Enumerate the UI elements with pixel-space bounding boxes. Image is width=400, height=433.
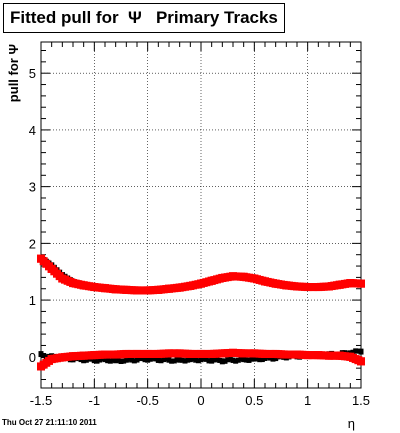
x-axis-label: η: [348, 416, 355, 431]
data-marker-mean: [179, 357, 185, 363]
data-marker-mean: [206, 358, 212, 364]
data-marker-mean: [267, 355, 273, 361]
data-marker-mean: [139, 355, 145, 361]
data-marker-mean: [142, 357, 148, 363]
data-marker-mean: [81, 358, 87, 364]
data-marker-mean: [171, 358, 177, 364]
data-marker-mean: [97, 357, 103, 363]
data-marker-mean: [166, 357, 172, 363]
x-tick-label: 0.5: [245, 393, 263, 408]
y-tick-label: 5: [29, 66, 36, 81]
data-marker-mean: [254, 355, 260, 361]
data-marker-mean: [169, 358, 175, 364]
data-marker-mean: [43, 354, 49, 360]
data-marker-mean: [131, 358, 137, 364]
data-marker-mean: [177, 356, 183, 362]
data-marker-mean: [222, 358, 228, 364]
chart-title-box: Fitted pull for Ψ Primary Tracks: [3, 3, 285, 33]
data-marker-mean: [83, 357, 89, 363]
data-marker-mean: [118, 358, 124, 364]
data-marker-mean: [155, 357, 161, 363]
data-marker-mean: [145, 357, 151, 363]
data-marker-mean: [187, 356, 193, 362]
data-marker-mean: [198, 357, 204, 363]
data-marker-mean: [209, 358, 215, 364]
data-marker-mean: [115, 357, 121, 363]
data-marker-mean: [94, 358, 100, 364]
series-1: [37, 254, 365, 371]
data-marker-mean: [353, 348, 359, 354]
data-marker-mean: [107, 358, 113, 364]
data-marker-mean: [182, 358, 188, 364]
data-marker-mean: [243, 357, 249, 363]
data-marker-mean: [201, 356, 207, 362]
y-tick-label: 1: [29, 293, 36, 308]
data-marker-mean: [174, 357, 180, 363]
data-marker-mean: [121, 358, 127, 364]
data-marker-mean: [357, 357, 365, 366]
y-tick-label: 4: [29, 123, 36, 138]
data-marker-mean: [270, 356, 276, 362]
x-tick-label: 1: [304, 393, 311, 408]
data-marker-mean: [163, 356, 169, 362]
data-marker-mean: [262, 355, 268, 361]
data-marker-mean: [203, 356, 209, 362]
data-marker-mean: [235, 357, 241, 363]
data-marker-mean: [257, 357, 263, 363]
data-marker-mean: [158, 358, 164, 364]
data-marker-mean: [134, 357, 140, 363]
data-marker-mean: [123, 357, 129, 363]
data-marker-mean: [113, 357, 119, 363]
data-marker-mean: [195, 358, 201, 364]
data-marker-mean: [153, 356, 159, 362]
data-marker-mean: [230, 357, 236, 363]
data-marker-mean: [41, 353, 47, 359]
data-marker-mean: [91, 358, 97, 364]
data-marker-mean: [238, 356, 244, 362]
data-marker-mean: [358, 349, 364, 355]
data-marker-mean: [150, 355, 156, 361]
data-marker-mean: [273, 356, 279, 362]
data-marker-mean: [259, 357, 265, 363]
data-marker-mean: [190, 356, 196, 362]
data-marker-mean: [217, 357, 223, 363]
data-marker-mean: [246, 357, 252, 363]
data-marker-mean: [249, 356, 255, 362]
data-marker-mean: [350, 349, 356, 355]
data-marker-mean: [355, 348, 361, 354]
y-tick-label: 0: [29, 350, 36, 365]
data-marker-mean: [251, 355, 257, 361]
x-tick-label: 0: [197, 393, 204, 408]
data-marker-mean: [137, 356, 143, 362]
x-tick-label: -0.5: [136, 393, 158, 408]
data-marker-mean: [147, 356, 153, 362]
data-marker-mean: [110, 357, 116, 363]
data-marker-mean: [219, 359, 225, 365]
data-marker-sigma: [357, 279, 365, 288]
x-tick-label: -1.5: [30, 393, 52, 408]
data-marker-mean: [105, 358, 111, 364]
data-marker-mean: [214, 356, 220, 362]
data-marker-mean: [102, 356, 108, 362]
data-marker-mean: [38, 351, 44, 357]
chart-title: Fitted pull for Ψ Primary Tracks: [10, 8, 278, 27]
data-marker-mean: [185, 357, 191, 363]
data-marker-mean: [227, 356, 233, 362]
data-marker-mean: [233, 358, 239, 364]
data-marker-mean: [193, 357, 199, 363]
y-tick-label: 3: [29, 180, 36, 195]
data-marker-mean: [241, 356, 247, 362]
data-marker-mean: [129, 357, 135, 363]
data-marker-mean: [211, 357, 217, 363]
x-tick-label: 1.5: [352, 393, 370, 408]
y-axis-label: pull for Ψ: [6, 44, 21, 102]
y-tick-label: 2: [29, 236, 36, 251]
data-marker-mean: [161, 357, 167, 363]
data-marker-mean: [126, 356, 132, 362]
timestamp-footer: Thu Oct 27 21:11:10 2011: [2, 418, 97, 427]
data-marker-mean: [225, 357, 231, 363]
x-tick-label: -1: [89, 393, 101, 408]
